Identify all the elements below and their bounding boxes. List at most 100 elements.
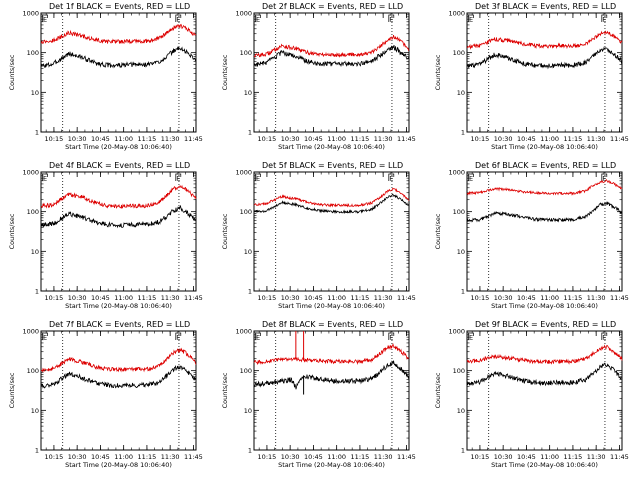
y-axis-label: Counts/sec <box>221 213 229 249</box>
chart-title: Det 8f BLACK = Events, RED = LLD <box>262 320 403 329</box>
flag-marker <box>42 14 48 22</box>
y-tick-label: 10 <box>457 248 465 256</box>
chart-title: Det 6f BLACK = Events, RED = LLD <box>475 161 616 170</box>
y-tick-label: 100 <box>240 49 252 57</box>
x-tick-label: 10:45 <box>91 453 110 461</box>
y-tick-label: 10 <box>244 89 252 97</box>
x-tick-label: 11:15 <box>138 135 157 143</box>
y-tick-label: 10 <box>31 248 39 256</box>
flag-marker <box>388 14 395 22</box>
y-tick-label: 10 <box>457 89 465 97</box>
events-series-line <box>253 360 410 390</box>
x-tick-label: 10:15 <box>258 294 277 302</box>
x-tick-label: 10:15 <box>258 453 277 461</box>
y-axis-label: Counts/sec <box>434 372 442 408</box>
y-axis-label: Counts/sec <box>434 54 442 90</box>
x-tick-label: 11:15 <box>564 294 583 302</box>
chart-panel: Det 7f BLACK = Events, RED = LLD 1 10 100 10… <box>8 320 203 469</box>
x-tick-label: 11:00 <box>327 453 346 461</box>
y-axis-label: Counts/sec <box>221 372 229 408</box>
y-tick-label: 100 <box>27 367 39 375</box>
x-tick-label: 11:15 <box>351 453 370 461</box>
y-tick-label: 10 <box>31 407 39 415</box>
y-tick-label: 1000 <box>22 328 39 336</box>
flag-marker-label: E <box>43 16 47 24</box>
chart-title: Det 2f BLACK = Events, RED = LLD <box>262 2 403 11</box>
x-axis-label: Start Time (20-May-08 10:06:40) <box>65 302 172 310</box>
x-tick-label: 11:15 <box>351 135 370 143</box>
chart-title: Det 9f BLACK = Events, RED = LLD <box>475 320 616 329</box>
x-tick-label: 10:45 <box>91 135 110 143</box>
y-tick-label: 10 <box>457 407 465 415</box>
y-tick-label: 1 <box>35 129 39 137</box>
y-tick-label: 1000 <box>235 328 252 336</box>
chart-panel: Det 9f BLACK = Events, RED = LLD 1 10 100 10… <box>434 320 629 469</box>
x-tick-label: 10:30 <box>68 453 87 461</box>
x-tick-label: 10:45 <box>517 453 536 461</box>
plot-frame <box>253 12 410 133</box>
y-axis-label: Counts/sec <box>8 213 16 249</box>
x-tick-label: 11:45 <box>397 453 416 461</box>
x-tick-label: 10:30 <box>281 453 300 461</box>
y-axis-label: Counts/sec <box>8 372 16 408</box>
chart-title: Det 7f BLACK = Events, RED = LLD <box>49 320 190 329</box>
x-tick-label: 11:30 <box>374 294 393 302</box>
x-tick-label: 11:45 <box>610 453 629 461</box>
flag-marker-label: E <box>43 175 47 183</box>
x-tick-label: 11:15 <box>138 453 157 461</box>
y-tick-label: 1000 <box>448 10 465 18</box>
plot-frame <box>253 171 410 292</box>
x-axis-label: Start Time (20-May-08 10:06:40) <box>278 302 385 310</box>
flag-marker-label: E <box>389 175 393 183</box>
y-tick-label: 100 <box>453 208 465 216</box>
y-tick-label: 1000 <box>22 169 39 177</box>
chart-panel: Det 8f BLACK = Events, RED = LLD 1 10 100 10… <box>221 320 416 469</box>
flag-marker-label: E <box>469 334 473 342</box>
flag-marker <box>255 332 261 340</box>
flag-marker <box>468 14 474 22</box>
y-tick-label: 100 <box>453 367 465 375</box>
lld-series-line <box>253 187 410 208</box>
flag-marker-label: E <box>256 16 260 24</box>
x-tick-label: 11:00 <box>327 294 346 302</box>
x-tick-label: 11:15 <box>351 294 370 302</box>
x-tick-label: 11:45 <box>397 294 416 302</box>
y-axis-label: Counts/sec <box>221 54 229 90</box>
x-tick-label: 11:15 <box>138 294 157 302</box>
x-tick-label: 11:45 <box>610 135 629 143</box>
x-tick-label: 11:30 <box>161 294 180 302</box>
lld-series-line <box>253 342 410 366</box>
y-tick-label: 100 <box>27 49 39 57</box>
x-tick-label: 11:45 <box>397 135 416 143</box>
y-tick-label: 100 <box>240 208 252 216</box>
y-tick-label: 1 <box>461 288 465 296</box>
x-axis-label: Start Time (20-May-08 10:06:40) <box>278 461 385 469</box>
y-tick-label: 1000 <box>235 169 252 177</box>
flag-marker <box>255 173 261 181</box>
flag-marker-label: E <box>469 175 473 183</box>
flag-marker <box>468 332 474 340</box>
y-tick-label: 1 <box>461 447 465 455</box>
x-tick-label: 11:30 <box>587 294 606 302</box>
flag-marker-label: E <box>602 16 606 24</box>
x-tick-label: 11:30 <box>374 135 393 143</box>
y-axis-label: Counts/sec <box>434 213 442 249</box>
chart-panel: Det 2f BLACK = Events, RED = LLD 1 10 100 10… <box>221 2 416 151</box>
flag-marker-label: E <box>256 175 260 183</box>
x-tick-label: 10:15 <box>471 294 490 302</box>
x-tick-label: 11:00 <box>114 294 133 302</box>
y-tick-label: 10 <box>244 248 252 256</box>
flag-marker <box>175 332 182 340</box>
plot-frame <box>466 330 623 451</box>
events-series-line <box>253 44 410 68</box>
flag-marker <box>468 173 474 181</box>
flag-marker-label: E <box>176 16 180 24</box>
events-series-line <box>40 364 197 389</box>
y-tick-label: 1 <box>248 129 252 137</box>
x-tick-label: 10:45 <box>304 453 323 461</box>
chart-title: Det 1f BLACK = Events, RED = LLD <box>49 2 190 11</box>
flag-marker-label: E <box>389 16 393 24</box>
x-tick-label: 10:45 <box>304 294 323 302</box>
flag-marker-label: E <box>389 334 393 342</box>
x-tick-label: 10:45 <box>517 135 536 143</box>
